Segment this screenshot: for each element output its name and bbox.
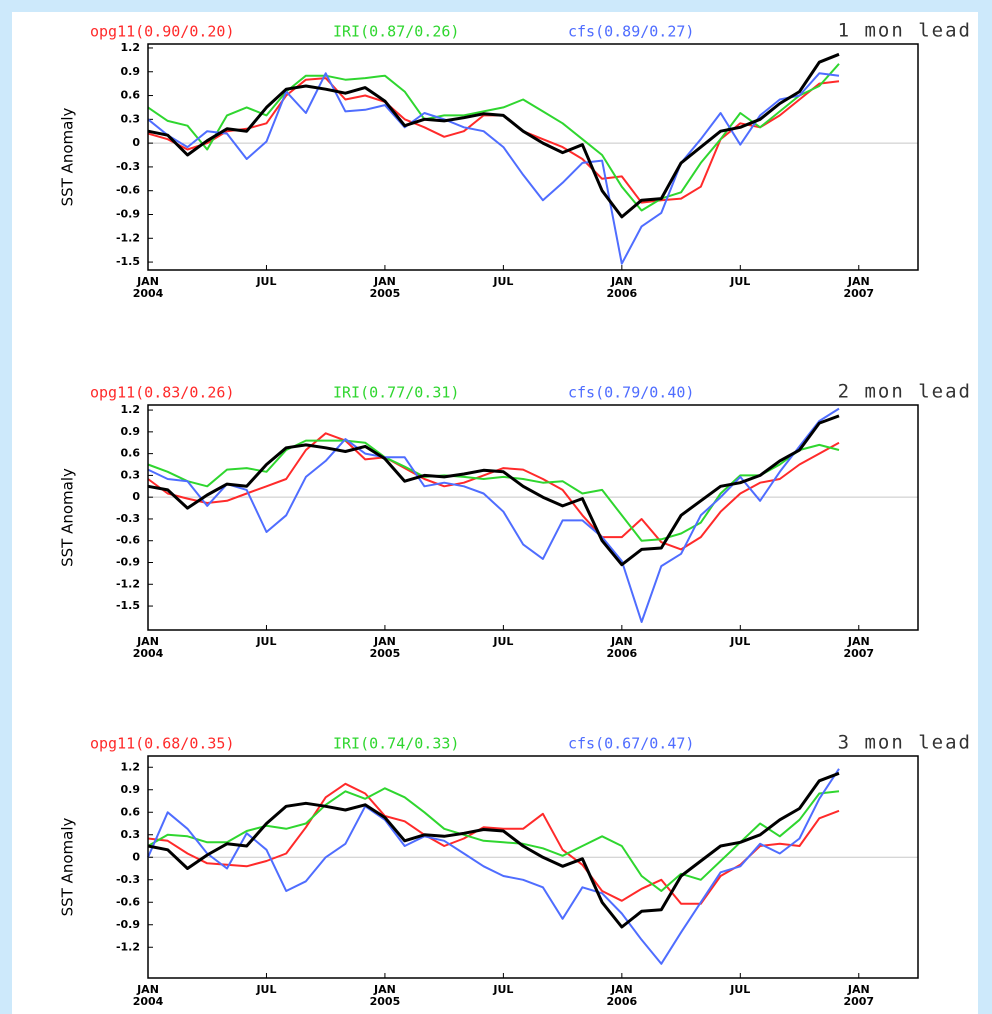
- x-tick-sublabel: 2004: [133, 647, 164, 660]
- y-tick-label: 1.2: [121, 41, 141, 54]
- panel-title: 1 mon lead: [838, 20, 972, 42]
- series-line: [147, 768, 840, 965]
- y-tick-label: 0.3: [121, 112, 141, 125]
- x-tick-label: JUL: [729, 275, 750, 288]
- y-tick-label: -1.2: [116, 940, 140, 953]
- y-tick-label: -0.9: [116, 918, 140, 931]
- y-tick-label: -0.3: [116, 873, 140, 886]
- y-tick-label: -0.6: [116, 184, 140, 197]
- x-tick-label: JAN: [373, 275, 396, 288]
- y-tick-label: 0: [132, 850, 140, 863]
- y-tick-label: -1.5: [116, 599, 140, 612]
- x-tick-sublabel: 2005: [370, 647, 401, 660]
- legend-entry: opg11(0.90/0.20): [90, 23, 235, 41]
- x-tick-sublabel: 2007: [843, 647, 874, 660]
- figure-panel: [12, 12, 978, 1014]
- x-tick-label: JUL: [255, 635, 276, 648]
- series-line: [147, 52, 840, 219]
- x-tick-sublabel: 2004: [133, 995, 164, 1008]
- y-tick-label: -0.6: [116, 895, 140, 908]
- x-tick-label: JUL: [492, 275, 513, 288]
- y-tick-label: 0.6: [121, 89, 141, 102]
- y-tick-label: 0.6: [121, 805, 141, 818]
- x-tick-label: JAN: [373, 635, 396, 648]
- x-tick-label: JUL: [492, 983, 513, 996]
- y-tick-label: 0.6: [121, 447, 141, 460]
- series-line: [147, 782, 840, 905]
- plot-frame: [147, 404, 919, 631]
- x-tick-sublabel: 2007: [843, 995, 874, 1008]
- x-tick-sublabel: 2006: [607, 995, 638, 1008]
- y-axis-label: SST Anomaly: [59, 818, 77, 917]
- legend-entry: cfs(0.89/0.27): [568, 23, 694, 41]
- panel-title: 3 mon lead: [838, 732, 972, 754]
- y-tick-label: -0.3: [116, 512, 140, 525]
- x-tick-sublabel: 2006: [607, 647, 638, 660]
- x-tick-label: JAN: [136, 635, 159, 648]
- y-tick-label: 0: [132, 490, 140, 503]
- y-tick-label: -1.5: [116, 255, 140, 268]
- x-tick-label: JAN: [847, 983, 870, 996]
- series-line: [147, 771, 840, 929]
- x-tick-label: JAN: [610, 275, 633, 288]
- legend-entry: IRI(0.77/0.31): [333, 384, 459, 402]
- x-tick-label: JUL: [729, 635, 750, 648]
- x-tick-sublabel: 2006: [607, 287, 638, 300]
- x-tick-label: JAN: [136, 275, 159, 288]
- y-tick-label: -0.6: [116, 534, 140, 547]
- x-tick-label: JUL: [255, 983, 276, 996]
- x-tick-label: JAN: [610, 635, 633, 648]
- y-tick-label: 0.9: [121, 783, 141, 796]
- x-tick-label: JAN: [847, 635, 870, 648]
- y-tick-label: -1.2: [116, 231, 140, 244]
- y-tick-label: 0.3: [121, 468, 141, 481]
- x-tick-sublabel: 2005: [370, 995, 401, 1008]
- series-line: [147, 407, 840, 623]
- x-tick-label: JUL: [729, 983, 750, 996]
- panel-title: 2 mon lead: [838, 381, 972, 403]
- legend-entry: IRI(0.87/0.26): [333, 23, 459, 41]
- x-tick-label: JAN: [373, 983, 396, 996]
- x-tick-label: JUL: [255, 275, 276, 288]
- legend-entry: cfs(0.79/0.40): [568, 384, 694, 402]
- y-tick-label: 0.3: [121, 828, 141, 841]
- x-tick-sublabel: 2005: [370, 287, 401, 300]
- y-tick-label: 0: [132, 136, 140, 149]
- x-tick-label: JUL: [492, 635, 513, 648]
- y-tick-label: -0.9: [116, 207, 140, 220]
- y-tick-label: -0.9: [116, 556, 140, 569]
- y-tick-label: -0.3: [116, 160, 140, 173]
- series-line: [147, 414, 840, 567]
- x-tick-label: JAN: [610, 983, 633, 996]
- series-line: [147, 439, 840, 542]
- series-line: [147, 72, 840, 265]
- plot-frame: [147, 43, 919, 271]
- y-tick-label: 1.2: [121, 403, 141, 416]
- legend-entry: IRI(0.74/0.33): [333, 735, 459, 753]
- legend-entry: cfs(0.67/0.47): [568, 735, 694, 753]
- y-tick-label: 0.9: [121, 425, 141, 438]
- y-axis-label: SST Anomaly: [59, 468, 77, 567]
- legend-entry: opg11(0.83/0.26): [90, 384, 235, 402]
- y-tick-label: -1.2: [116, 577, 140, 590]
- series-line: [147, 63, 840, 212]
- x-tick-label: JAN: [847, 275, 870, 288]
- y-axis-label: SST Anomaly: [59, 108, 77, 207]
- x-tick-sublabel: 2007: [843, 287, 874, 300]
- x-tick-label: JAN: [136, 983, 159, 996]
- y-tick-label: 0.9: [121, 65, 141, 78]
- x-tick-sublabel: 2004: [133, 287, 164, 300]
- legend-entry: opg11(0.68/0.35): [90, 735, 235, 753]
- y-tick-label: 1.2: [121, 760, 141, 773]
- plot-frame: [147, 755, 919, 979]
